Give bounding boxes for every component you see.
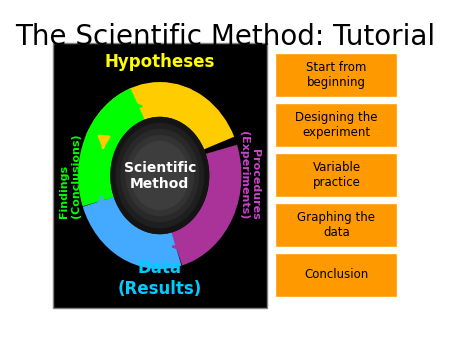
Text: Scientific: Scientific <box>124 161 196 174</box>
Text: The Scientific Method: Tutorial: The Scientific Method: Tutorial <box>15 23 435 51</box>
Text: Procedures
(Experiments): Procedures (Experiments) <box>239 131 261 220</box>
Circle shape <box>111 118 209 234</box>
Circle shape <box>116 123 203 227</box>
Text: Hypotheses: Hypotheses <box>104 53 215 71</box>
Text: Designing the
experiment: Designing the experiment <box>295 111 378 139</box>
Circle shape <box>126 136 194 216</box>
Circle shape <box>131 142 189 210</box>
Text: Variable
practice: Variable practice <box>312 161 360 189</box>
FancyBboxPatch shape <box>275 153 397 197</box>
Text: Findings
(Conclusions): Findings (Conclusions) <box>59 133 81 218</box>
Circle shape <box>121 129 198 221</box>
FancyBboxPatch shape <box>275 253 397 297</box>
Text: Conclusion: Conclusion <box>304 268 369 282</box>
FancyBboxPatch shape <box>275 103 397 147</box>
Text: Start from
beginning: Start from beginning <box>306 61 367 89</box>
Circle shape <box>111 118 209 234</box>
FancyBboxPatch shape <box>53 43 267 308</box>
Text: Graphing the
data: Graphing the data <box>297 211 375 239</box>
Text: Data
(Results): Data (Results) <box>117 259 202 298</box>
FancyBboxPatch shape <box>275 203 397 247</box>
Text: Method: Method <box>130 176 189 191</box>
FancyBboxPatch shape <box>275 53 397 97</box>
